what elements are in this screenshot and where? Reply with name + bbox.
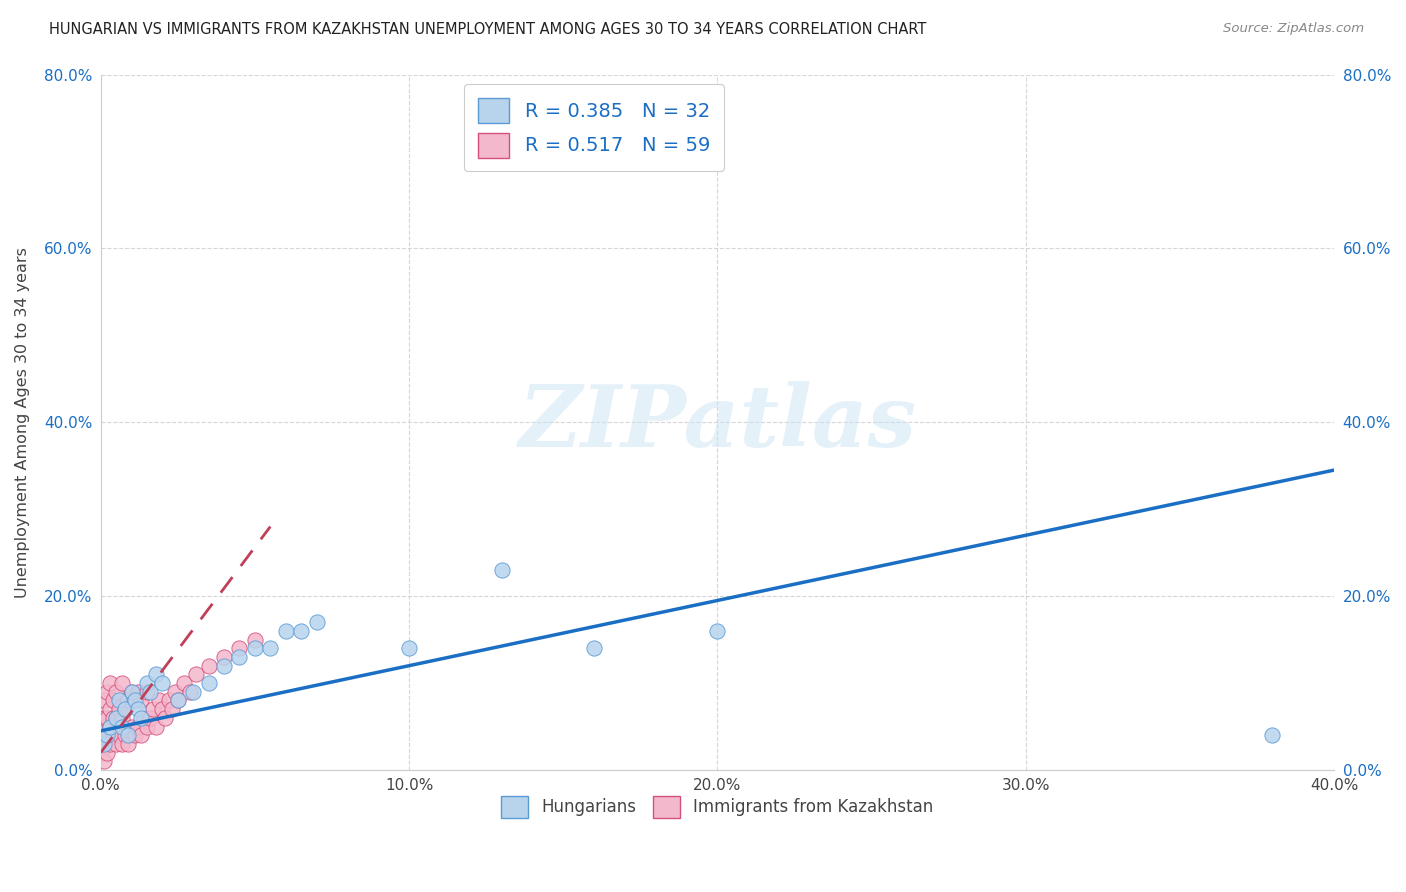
- Point: [90, 728, 112, 742]
- Point: [212, 650, 235, 665]
- Point: [305, 615, 328, 630]
- Point: [181, 685, 204, 699]
- Point: [101, 728, 124, 742]
- Point: [98, 719, 121, 733]
- Point: [152, 702, 174, 716]
- Point: [129, 728, 152, 742]
- Point: [98, 676, 121, 690]
- Point: [114, 728, 136, 742]
- Point: [259, 641, 281, 656]
- Point: [117, 737, 139, 751]
- Point: [139, 711, 162, 725]
- Point: [124, 693, 146, 707]
- Text: Source: ZipAtlas.com: Source: ZipAtlas.com: [1223, 22, 1364, 36]
- Point: [160, 702, 183, 716]
- Point: [117, 693, 139, 707]
- Point: [93, 719, 115, 733]
- Point: [108, 693, 131, 707]
- Point: [186, 667, 208, 681]
- Point: [398, 641, 420, 656]
- Point: [290, 624, 312, 638]
- Point: [101, 693, 124, 707]
- Point: [132, 711, 155, 725]
- Point: [98, 702, 121, 716]
- Point: [274, 624, 297, 638]
- Point: [93, 737, 115, 751]
- Point: [136, 685, 159, 699]
- Point: [212, 658, 235, 673]
- Point: [121, 719, 143, 733]
- Point: [197, 676, 219, 690]
- Point: [101, 711, 124, 725]
- Point: [96, 746, 118, 760]
- Point: [127, 719, 149, 733]
- Point: [124, 693, 146, 707]
- Point: [145, 719, 167, 733]
- Point: [111, 737, 134, 751]
- Point: [583, 641, 606, 656]
- Point: [127, 685, 149, 699]
- Text: ZIPatlas: ZIPatlas: [519, 381, 917, 464]
- Point: [108, 728, 131, 742]
- Point: [90, 746, 112, 760]
- Point: [166, 693, 188, 707]
- Point: [105, 685, 128, 699]
- Point: [93, 693, 115, 707]
- Point: [136, 676, 159, 690]
- Point: [228, 650, 250, 665]
- Point: [152, 676, 174, 690]
- Point: [93, 711, 115, 725]
- Point: [105, 711, 128, 725]
- Point: [228, 641, 250, 656]
- Point: [155, 711, 177, 725]
- Point: [129, 711, 152, 725]
- Point: [98, 719, 121, 733]
- Point: [108, 702, 131, 716]
- Text: HUNGARIAN VS IMMIGRANTS FROM KAZAKHSTAN UNEMPLOYMENT AMONG AGES 30 TO 34 YEARS C: HUNGARIAN VS IMMIGRANTS FROM KAZAKHSTAN …: [49, 22, 927, 37]
- Point: [96, 728, 118, 742]
- Point: [243, 632, 266, 647]
- Point: [111, 676, 134, 690]
- Point: [166, 693, 188, 707]
- Point: [105, 711, 128, 725]
- Legend: Hungarians, Immigrants from Kazakhstan: Hungarians, Immigrants from Kazakhstan: [495, 789, 941, 824]
- Point: [1261, 728, 1284, 742]
- Point: [136, 719, 159, 733]
- Point: [197, 658, 219, 673]
- Y-axis label: Unemployment Among Ages 30 to 34 years: Unemployment Among Ages 30 to 34 years: [15, 247, 30, 598]
- Point: [93, 754, 115, 768]
- Point: [142, 702, 165, 716]
- Point: [179, 685, 201, 699]
- Point: [129, 693, 152, 707]
- Point: [124, 728, 146, 742]
- Point: [121, 685, 143, 699]
- Point: [491, 563, 513, 577]
- Point: [96, 711, 118, 725]
- Point: [96, 728, 118, 742]
- Point: [114, 702, 136, 716]
- Point: [117, 728, 139, 742]
- Point: [98, 737, 121, 751]
- Point: [157, 693, 180, 707]
- Point: [148, 693, 170, 707]
- Point: [163, 685, 186, 699]
- Point: [121, 685, 143, 699]
- Point: [243, 641, 266, 656]
- Point: [90, 737, 112, 751]
- Point: [145, 667, 167, 681]
- Point: [127, 702, 149, 716]
- Point: [111, 711, 134, 725]
- Point: [96, 685, 118, 699]
- Point: [706, 624, 728, 638]
- Point: [111, 719, 134, 733]
- Point: [105, 737, 128, 751]
- Point: [173, 676, 195, 690]
- Point: [114, 702, 136, 716]
- Point: [139, 685, 162, 699]
- Point: [93, 737, 115, 751]
